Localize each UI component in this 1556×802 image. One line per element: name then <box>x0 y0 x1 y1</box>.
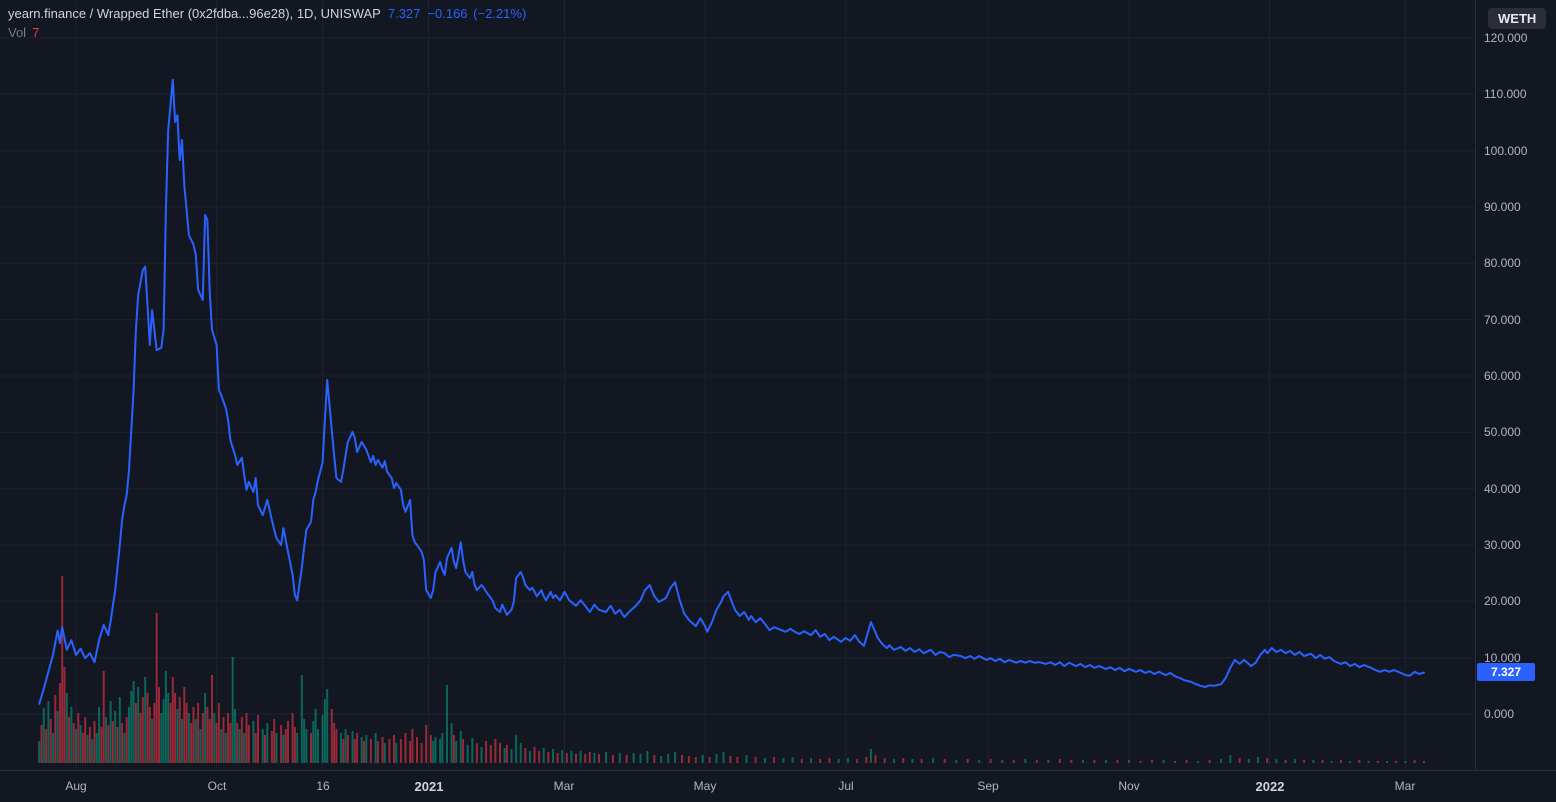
time-tick-label: Aug <box>65 779 87 793</box>
time-tick-label: Sep <box>977 779 999 793</box>
price-tick-label: 120.000 <box>1484 31 1528 45</box>
symbol-title[interactable]: yearn.finance / Wrapped Ether (0x2fdba..… <box>8 6 381 21</box>
price-tick-label: 10.000 <box>1484 650 1521 665</box>
price-line <box>38 78 1425 705</box>
price-tick-label: 70.000 <box>1484 312 1521 327</box>
volume-value: 7 <box>32 25 40 40</box>
price-change-percent: (−2.21%) <box>473 6 527 21</box>
price-tick-label: 50.000 <box>1484 425 1521 440</box>
price-tick-label: 0.000 <box>1484 707 1515 721</box>
time-tick-label: Jul <box>838 779 854 793</box>
price-tick-label: 100.000 <box>1484 143 1528 158</box>
time-tick-label: 2022 <box>1255 779 1285 794</box>
price-tick-label: 60.000 <box>1484 369 1521 383</box>
time-tick-label: Oct <box>207 779 227 793</box>
price-tick-label: 110.000 <box>1484 87 1527 102</box>
price-change-value: −0.166 <box>427 6 468 21</box>
time-tick-label: Nov <box>1118 779 1140 793</box>
chart-pane[interactable]: yearn.finance / Wrapped Ether (0x2fdba..… <box>0 0 1475 770</box>
volume-bars <box>38 576 1425 763</box>
time-tick-label: Mar <box>553 779 575 793</box>
quote-currency-button[interactable]: WETH <box>1488 8 1547 29</box>
chart-canvas <box>0 0 1475 770</box>
price-tick-label: 20.000 <box>1484 594 1521 609</box>
price-tick-label: 40.000 <box>1484 481 1521 496</box>
price-tick-label: 80.000 <box>1484 256 1521 271</box>
volume-label: Vol <box>8 25 27 40</box>
grid-lines <box>0 0 1475 770</box>
time-tick-label: 16 <box>316 779 330 793</box>
time-tick-label: May <box>693 779 717 793</box>
legend: yearn.finance / Wrapped Ether (0x2fdba..… <box>8 6 526 40</box>
price-tick-label: 30.000 <box>1484 538 1521 552</box>
price-tick-label: 90.000 <box>1484 200 1521 214</box>
time-tick-label: 2021 <box>414 779 444 794</box>
time-tick-label: Mar <box>1394 779 1416 793</box>
price-axis[interactable]: WETH 7.327 0.000 10.000 20.000 30.000 40.000… <box>1475 0 1556 770</box>
time-axis[interactable]: Aug Oct 16 2021 Mar May Jul Sep Nov 2022 Mar <box>0 770 1556 802</box>
last-price-badge: 7.327 <box>1477 663 1535 681</box>
last-price-value: 7.327 <box>387 6 421 21</box>
